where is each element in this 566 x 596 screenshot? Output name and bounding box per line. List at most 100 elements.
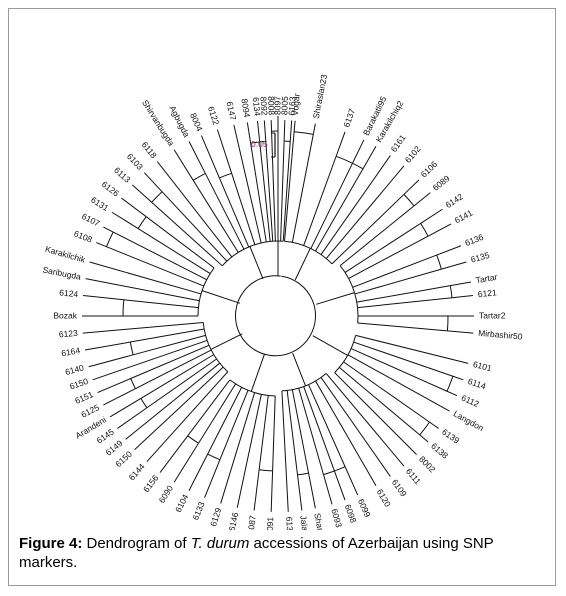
- branch-inner: [272, 395, 276, 471]
- leaf-label: 6131: [89, 195, 111, 214]
- leaf-branch: [315, 380, 377, 486]
- cluster-arc: [446, 315, 449, 331]
- leaf-branch: [103, 388, 136, 406]
- cluster-arc: [420, 223, 429, 237]
- cluster-arc: [436, 254, 442, 270]
- leaf-branch: [83, 295, 124, 301]
- leaf-branch: [200, 135, 220, 179]
- branch-inner: [135, 349, 212, 390]
- leaf-label: 6133: [190, 500, 206, 522]
- leaf-branch: [312, 123, 316, 135]
- leaf-branch: [308, 472, 316, 509]
- branch-inner: [161, 191, 228, 262]
- leaf-label: 6151: [73, 389, 95, 406]
- cluster-arc: [207, 453, 221, 461]
- leaf-label: Sharq: [312, 512, 326, 530]
- figure-caption: Figure 4: Dendrogram of T. durum accessi…: [19, 534, 549, 572]
- leaf-label: 6134: [251, 97, 263, 117]
- branch-inner: [357, 322, 448, 332]
- leaf-label: 6112: [460, 393, 481, 410]
- leaf-label: 6146: [227, 511, 241, 530]
- cluster-arc: [130, 378, 136, 389]
- leaf-label: 6120: [375, 487, 393, 509]
- leaf-branch: [355, 334, 469, 364]
- leaf-branch: [263, 120, 267, 142]
- branch-inner: [140, 354, 214, 399]
- leaf-branch: [96, 242, 107, 248]
- cluster-arc: [335, 155, 364, 170]
- leaf-label: 6144: [127, 461, 147, 482]
- branch-inner: [303, 156, 337, 246]
- leaf-branch: [92, 339, 208, 381]
- group-stem: [201, 290, 241, 304]
- branch-inner: [291, 389, 310, 474]
- cluster-arc: [187, 435, 199, 444]
- leaf-label: 6108: [72, 228, 94, 244]
- branch-inner: [348, 235, 429, 279]
- leaf-branch: [134, 366, 224, 451]
- leaf-branch: [429, 421, 439, 429]
- leaf-label: 6089: [431, 173, 452, 193]
- leaf-label: 6129: [208, 506, 223, 527]
- group-arc: [334, 335, 357, 373]
- leaf-label: 6156: [141, 473, 161, 494]
- leaf-label: 8002: [417, 454, 438, 475]
- branch-inner: [291, 134, 314, 243]
- leaf-label: 6136: [464, 232, 485, 248]
- branch-inner: [284, 131, 295, 242]
- group-stem: [294, 248, 311, 281]
- leaf-branch: [204, 459, 221, 498]
- leaf-label: Jalal: [298, 515, 310, 530]
- leaf-branch: [216, 129, 233, 174]
- cluster-arc: [446, 376, 454, 392]
- branch-inner: [106, 246, 205, 287]
- branch-inner: [282, 141, 291, 242]
- leaf-label: 6109: [390, 477, 409, 498]
- leaf-label: 6107: [80, 211, 102, 229]
- branch-inner: [350, 348, 448, 392]
- leaf-label: 6164: [60, 345, 81, 358]
- leaf-label: 6150: [68, 376, 89, 392]
- branch-inner: [271, 131, 276, 242]
- group-arc: [284, 240, 333, 265]
- leaf-branch: [82, 322, 204, 334]
- leaf-label: 8092: [258, 96, 269, 116]
- leaf-label: 6123: [58, 328, 78, 340]
- leaf-label: 8094: [239, 98, 252, 119]
- leaf-branch: [117, 407, 148, 429]
- branch-inner: [353, 341, 454, 377]
- leaf-branch: [436, 245, 462, 256]
- leaf-label: 8004: [188, 111, 205, 133]
- leaf-label: 6103: [125, 151, 145, 172]
- leaf-branch: [362, 146, 377, 170]
- branch-inner: [258, 395, 269, 470]
- branch-inner: [123, 299, 199, 309]
- leaf-branch: [322, 474, 333, 505]
- group-stem: [292, 353, 306, 386]
- leaf-branch: [257, 121, 271, 242]
- branch-inner: [145, 216, 215, 269]
- branch-inner: [338, 367, 421, 436]
- cluster-arc: [106, 231, 114, 247]
- leaf-branch: [335, 131, 346, 157]
- leaf-branch: [159, 435, 189, 473]
- leaf-label: 6118: [140, 140, 159, 161]
- leaf-branch: [88, 354, 134, 368]
- caption-text-post: accessions of Azerbaijan using SNP marke…: [19, 535, 494, 571]
- branch-inner: [280, 141, 285, 242]
- leaf-label: 6126: [100, 179, 121, 199]
- caption-label: Figure 4:: [19, 535, 83, 552]
- branch-inner: [298, 387, 324, 475]
- cluster-arc: [219, 172, 232, 179]
- leaf-label: 8008: [266, 96, 277, 116]
- leaf-branch: [233, 124, 262, 244]
- cluster-arc: [294, 131, 314, 135]
- leaf-branch: [246, 122, 252, 144]
- leaf-label: 6161: [389, 132, 408, 153]
- leaf-branch: [303, 386, 346, 501]
- branch-inner: [286, 390, 298, 475]
- leaf-label: 6102: [403, 144, 423, 165]
- leaf-branch: [347, 354, 450, 412]
- leaf-branch: [325, 373, 405, 467]
- leaf-branch: [403, 179, 420, 195]
